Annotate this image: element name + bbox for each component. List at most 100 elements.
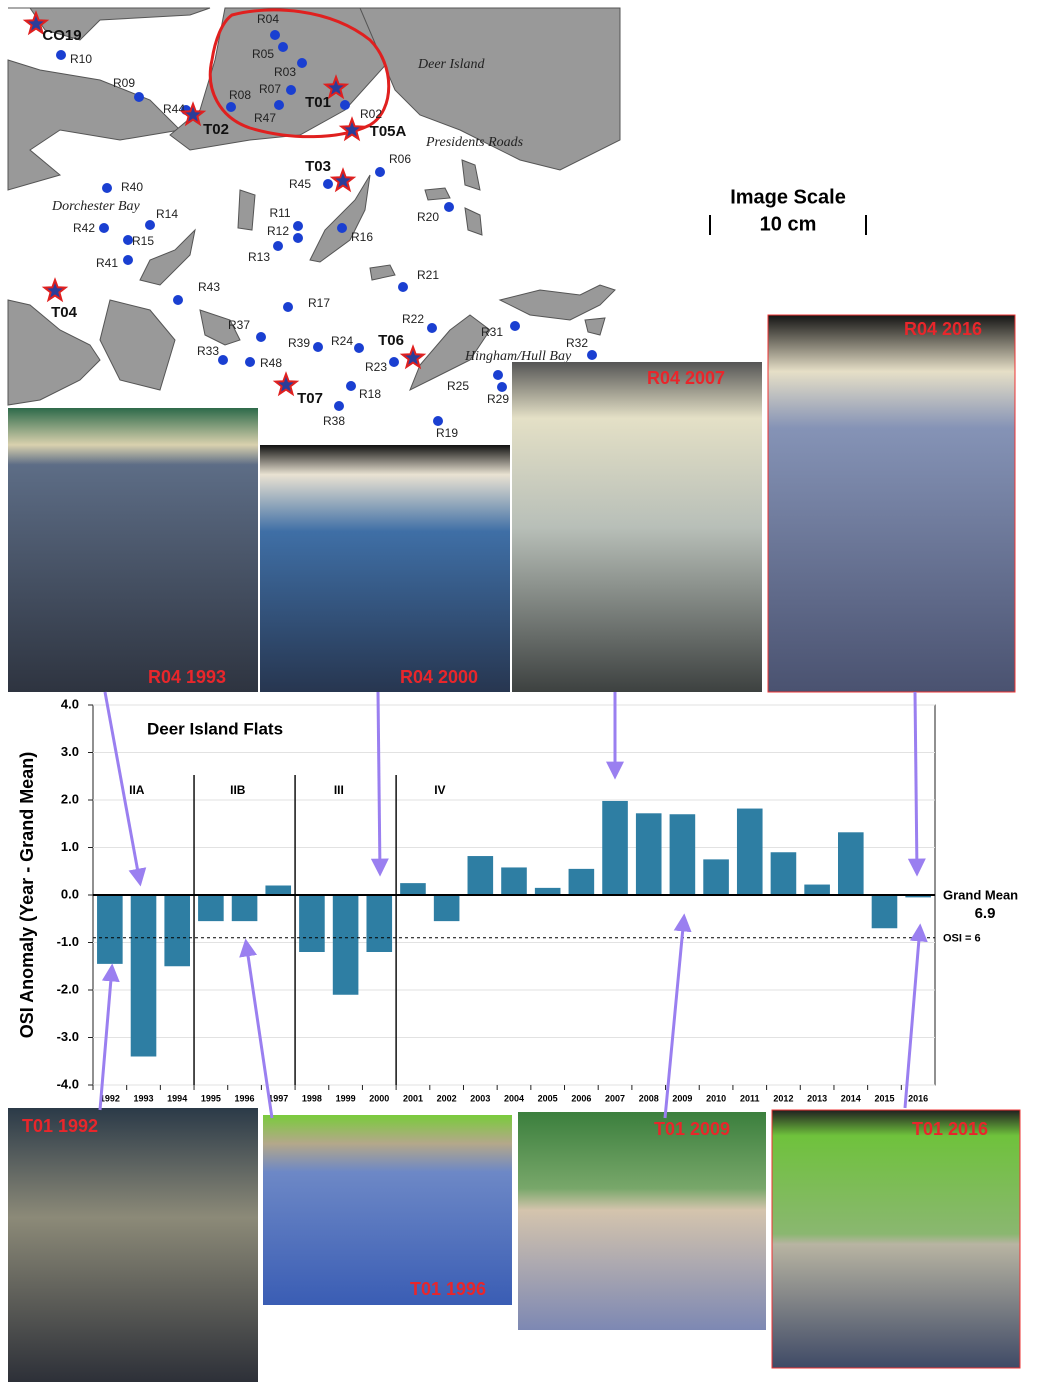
station-label: R18	[359, 387, 381, 401]
photo-label: R04 2016	[904, 319, 982, 339]
y-tick-label: -4.0	[57, 1076, 79, 1091]
x-tick-label: 2004	[504, 1093, 524, 1103]
station-dot	[375, 167, 385, 177]
photo	[768, 315, 1015, 692]
station-dot	[334, 401, 344, 411]
photo-label: R04 1993	[148, 667, 226, 687]
chart-title: Deer Island Flats	[147, 719, 283, 738]
station-label: R44	[163, 102, 185, 116]
station-label: R48	[260, 356, 282, 370]
station-label: R33	[197, 344, 219, 358]
bar	[501, 867, 527, 895]
x-tick-label: 1998	[302, 1093, 322, 1103]
station-dot	[283, 302, 293, 312]
station-dot	[297, 58, 307, 68]
station-dot	[427, 323, 437, 333]
x-tick-label: 2012	[773, 1093, 793, 1103]
site-star	[45, 280, 66, 300]
station-label: R21	[417, 268, 439, 282]
photo-label: R04 2000	[400, 667, 478, 687]
figure: Deer Island Presidents Roads Dorchester …	[0, 0, 1037, 1382]
station-label: R38	[323, 414, 345, 428]
station-label: R40	[121, 180, 143, 194]
station-label: R31	[481, 325, 503, 339]
place-name: Deer Island	[417, 57, 485, 72]
station-label: R41	[96, 256, 118, 270]
bar	[97, 895, 123, 964]
place-name: Dorchester Bay	[51, 199, 141, 214]
x-tick-label: 2014	[841, 1093, 861, 1103]
bar	[703, 859, 729, 895]
photo	[8, 408, 258, 692]
zero-line-value: 6.9	[975, 905, 996, 922]
place-name: Hingham/Hull Bay	[464, 349, 572, 364]
x-tick-label: 2009	[672, 1093, 692, 1103]
site-label: T07	[297, 390, 323, 407]
station-label: R22	[402, 312, 424, 326]
scale-title: Image Scale	[730, 186, 846, 208]
zero-line-label: Grand Mean	[943, 887, 1018, 902]
period-label: IIA	[129, 783, 145, 797]
station-label: R13	[248, 250, 270, 264]
station-dot	[510, 321, 520, 331]
arrow	[915, 692, 917, 873]
x-tick-label: 2010	[706, 1093, 726, 1103]
station-label: R03	[274, 65, 296, 79]
station-label: R19	[436, 426, 458, 440]
station-label: R24	[331, 334, 353, 348]
station-dot	[145, 220, 155, 230]
station-label: R08	[229, 88, 251, 102]
bar	[131, 895, 157, 1057]
x-tick-label: 2002	[437, 1093, 457, 1103]
reference-line-label: OSI = 6	[943, 933, 981, 945]
station-label: R23	[365, 360, 387, 374]
bar	[434, 895, 460, 921]
station-label: R29	[487, 392, 509, 406]
x-tick-label: 2015	[874, 1093, 894, 1103]
x-tick-label: 1992	[100, 1093, 120, 1103]
station-label: R02	[360, 107, 382, 121]
x-tick-label: 1997	[268, 1093, 288, 1103]
station-dot	[587, 350, 597, 360]
station-label: R47	[254, 111, 276, 125]
y-tick-label: -3.0	[57, 1029, 79, 1044]
station-dot	[173, 295, 183, 305]
site-label: CO19	[42, 27, 81, 44]
bar	[838, 832, 864, 895]
bar	[265, 886, 291, 896]
station-label: R43	[198, 280, 220, 294]
period-label: III	[334, 783, 344, 797]
photo	[518, 1112, 766, 1330]
station-label: R14	[156, 207, 178, 221]
station-label: R04	[257, 12, 279, 26]
x-tick-label: 2013	[807, 1093, 827, 1103]
site-star	[276, 374, 297, 394]
station-label: R07	[259, 82, 281, 96]
bar	[232, 895, 258, 921]
x-tick-label: 1993	[134, 1093, 154, 1103]
x-tick-label: 2011	[740, 1093, 760, 1103]
station-dot	[354, 343, 364, 353]
y-tick-label: 0.0	[61, 886, 79, 901]
y-tick-label: 3.0	[61, 744, 79, 759]
photo	[512, 362, 762, 692]
site-label: T05A	[370, 123, 407, 140]
station-dot	[323, 179, 333, 189]
y-tick-label: 2.0	[61, 791, 79, 806]
station-dot	[389, 357, 399, 367]
bar	[164, 895, 190, 966]
site-label: T01	[305, 94, 331, 111]
station-dot	[497, 382, 507, 392]
photo	[8, 1108, 258, 1382]
photo	[260, 445, 510, 692]
x-tick-label: 2005	[538, 1093, 558, 1103]
station-label: R32	[566, 336, 588, 350]
x-tick-label: 2000	[369, 1093, 389, 1103]
bar	[198, 895, 224, 921]
station-dot	[278, 42, 288, 52]
bar	[333, 895, 359, 995]
x-tick-label: 2006	[571, 1093, 591, 1103]
photo	[772, 1110, 1020, 1368]
photo-label: R04 2007	[647, 368, 725, 388]
station-dot	[56, 50, 66, 60]
